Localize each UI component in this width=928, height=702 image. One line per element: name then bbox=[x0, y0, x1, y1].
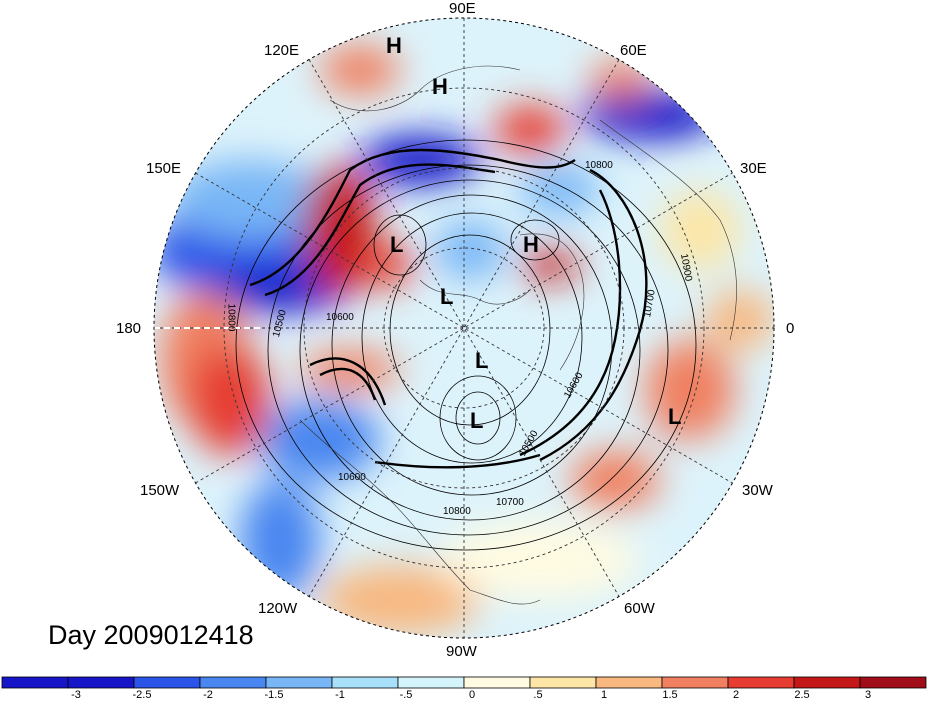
colorbar-tick-label: 3 bbox=[864, 689, 872, 701]
colorbar-box bbox=[595, 676, 663, 689]
low-pressure-marker: L bbox=[470, 408, 484, 433]
lon-label-30w: 30W bbox=[742, 482, 773, 499]
height-contours bbox=[235, 139, 697, 551]
colorbar-box bbox=[529, 676, 597, 689]
colorbar-box bbox=[727, 676, 795, 689]
low-pressure-marker: L bbox=[668, 404, 682, 429]
lon-label-60e: 60E bbox=[620, 42, 647, 59]
colorbar-box bbox=[133, 676, 201, 689]
low-pressure-marker: L bbox=[440, 284, 454, 309]
lon-label-0: 0 bbox=[786, 320, 795, 337]
colorbar-tick-label: -1 bbox=[335, 689, 345, 701]
lon-label-30e: 30E bbox=[740, 160, 767, 177]
contour-label: 10800 bbox=[443, 506, 471, 517]
contour-label: 10600 bbox=[338, 472, 366, 483]
colorbar-tick-label: -1.5 bbox=[264, 689, 284, 701]
graticule bbox=[154, 18, 774, 638]
colorbar-box bbox=[331, 676, 399, 689]
colorbar-tick-label: -2 bbox=[203, 689, 213, 701]
colorbar-box bbox=[265, 676, 333, 689]
colorbar-tick-label: 2 bbox=[732, 689, 740, 701]
colorbar-tick-label: 0 bbox=[468, 689, 476, 701]
date-label: Day 2009012418 bbox=[48, 620, 254, 650]
low-pressure-marker: L bbox=[390, 232, 404, 257]
colorbar-tick-label: 1 bbox=[600, 689, 608, 701]
colorbar-box bbox=[463, 676, 531, 689]
high-pressure-marker: H bbox=[432, 74, 448, 99]
colorbar-box bbox=[661, 676, 729, 689]
colorbar-tick-label: -.5 bbox=[399, 689, 413, 701]
colorbar-box bbox=[793, 676, 861, 689]
colorbar bbox=[1, 676, 927, 689]
lon-label-90w: 90W bbox=[446, 643, 477, 660]
colorbar-box bbox=[67, 676, 135, 689]
lon-label-150e: 150E bbox=[146, 160, 182, 177]
contour-label: 10600 bbox=[326, 312, 354, 323]
contour-label: 10800 bbox=[225, 303, 237, 332]
lon-label-180: 180 bbox=[116, 320, 142, 337]
lon-label-120w: 120W bbox=[258, 600, 298, 617]
lon-label-120e: 120E bbox=[264, 42, 300, 59]
contour-label: 10700 bbox=[496, 497, 524, 508]
colorbar-box bbox=[397, 676, 465, 689]
lon-label-150w: 150W bbox=[140, 482, 180, 499]
high-pressure-marker: H bbox=[386, 33, 402, 58]
colorbar-tick-label: 2.5 bbox=[794, 689, 810, 701]
lon-label-60w: 60W bbox=[624, 600, 655, 617]
low-pressure-marker: L bbox=[475, 348, 489, 373]
coastlines bbox=[299, 65, 737, 605]
contour-label: 10800 bbox=[585, 160, 613, 171]
colorbar-tick-label: -2.5 bbox=[132, 689, 152, 701]
colorbar-box bbox=[859, 676, 927, 689]
lon-label-90e: 90E bbox=[449, 0, 476, 17]
colorbar-box bbox=[1, 676, 69, 689]
map-border bbox=[153, 17, 775, 639]
jet-contours bbox=[249, 148, 648, 469]
colorbar-tick-label: -3 bbox=[71, 689, 81, 701]
colorbar-tick-label: .5 bbox=[533, 689, 543, 701]
colorbar-box bbox=[199, 676, 267, 689]
colorbar-tick-label: 1.5 bbox=[662, 689, 678, 701]
high-pressure-marker: H bbox=[523, 232, 539, 257]
